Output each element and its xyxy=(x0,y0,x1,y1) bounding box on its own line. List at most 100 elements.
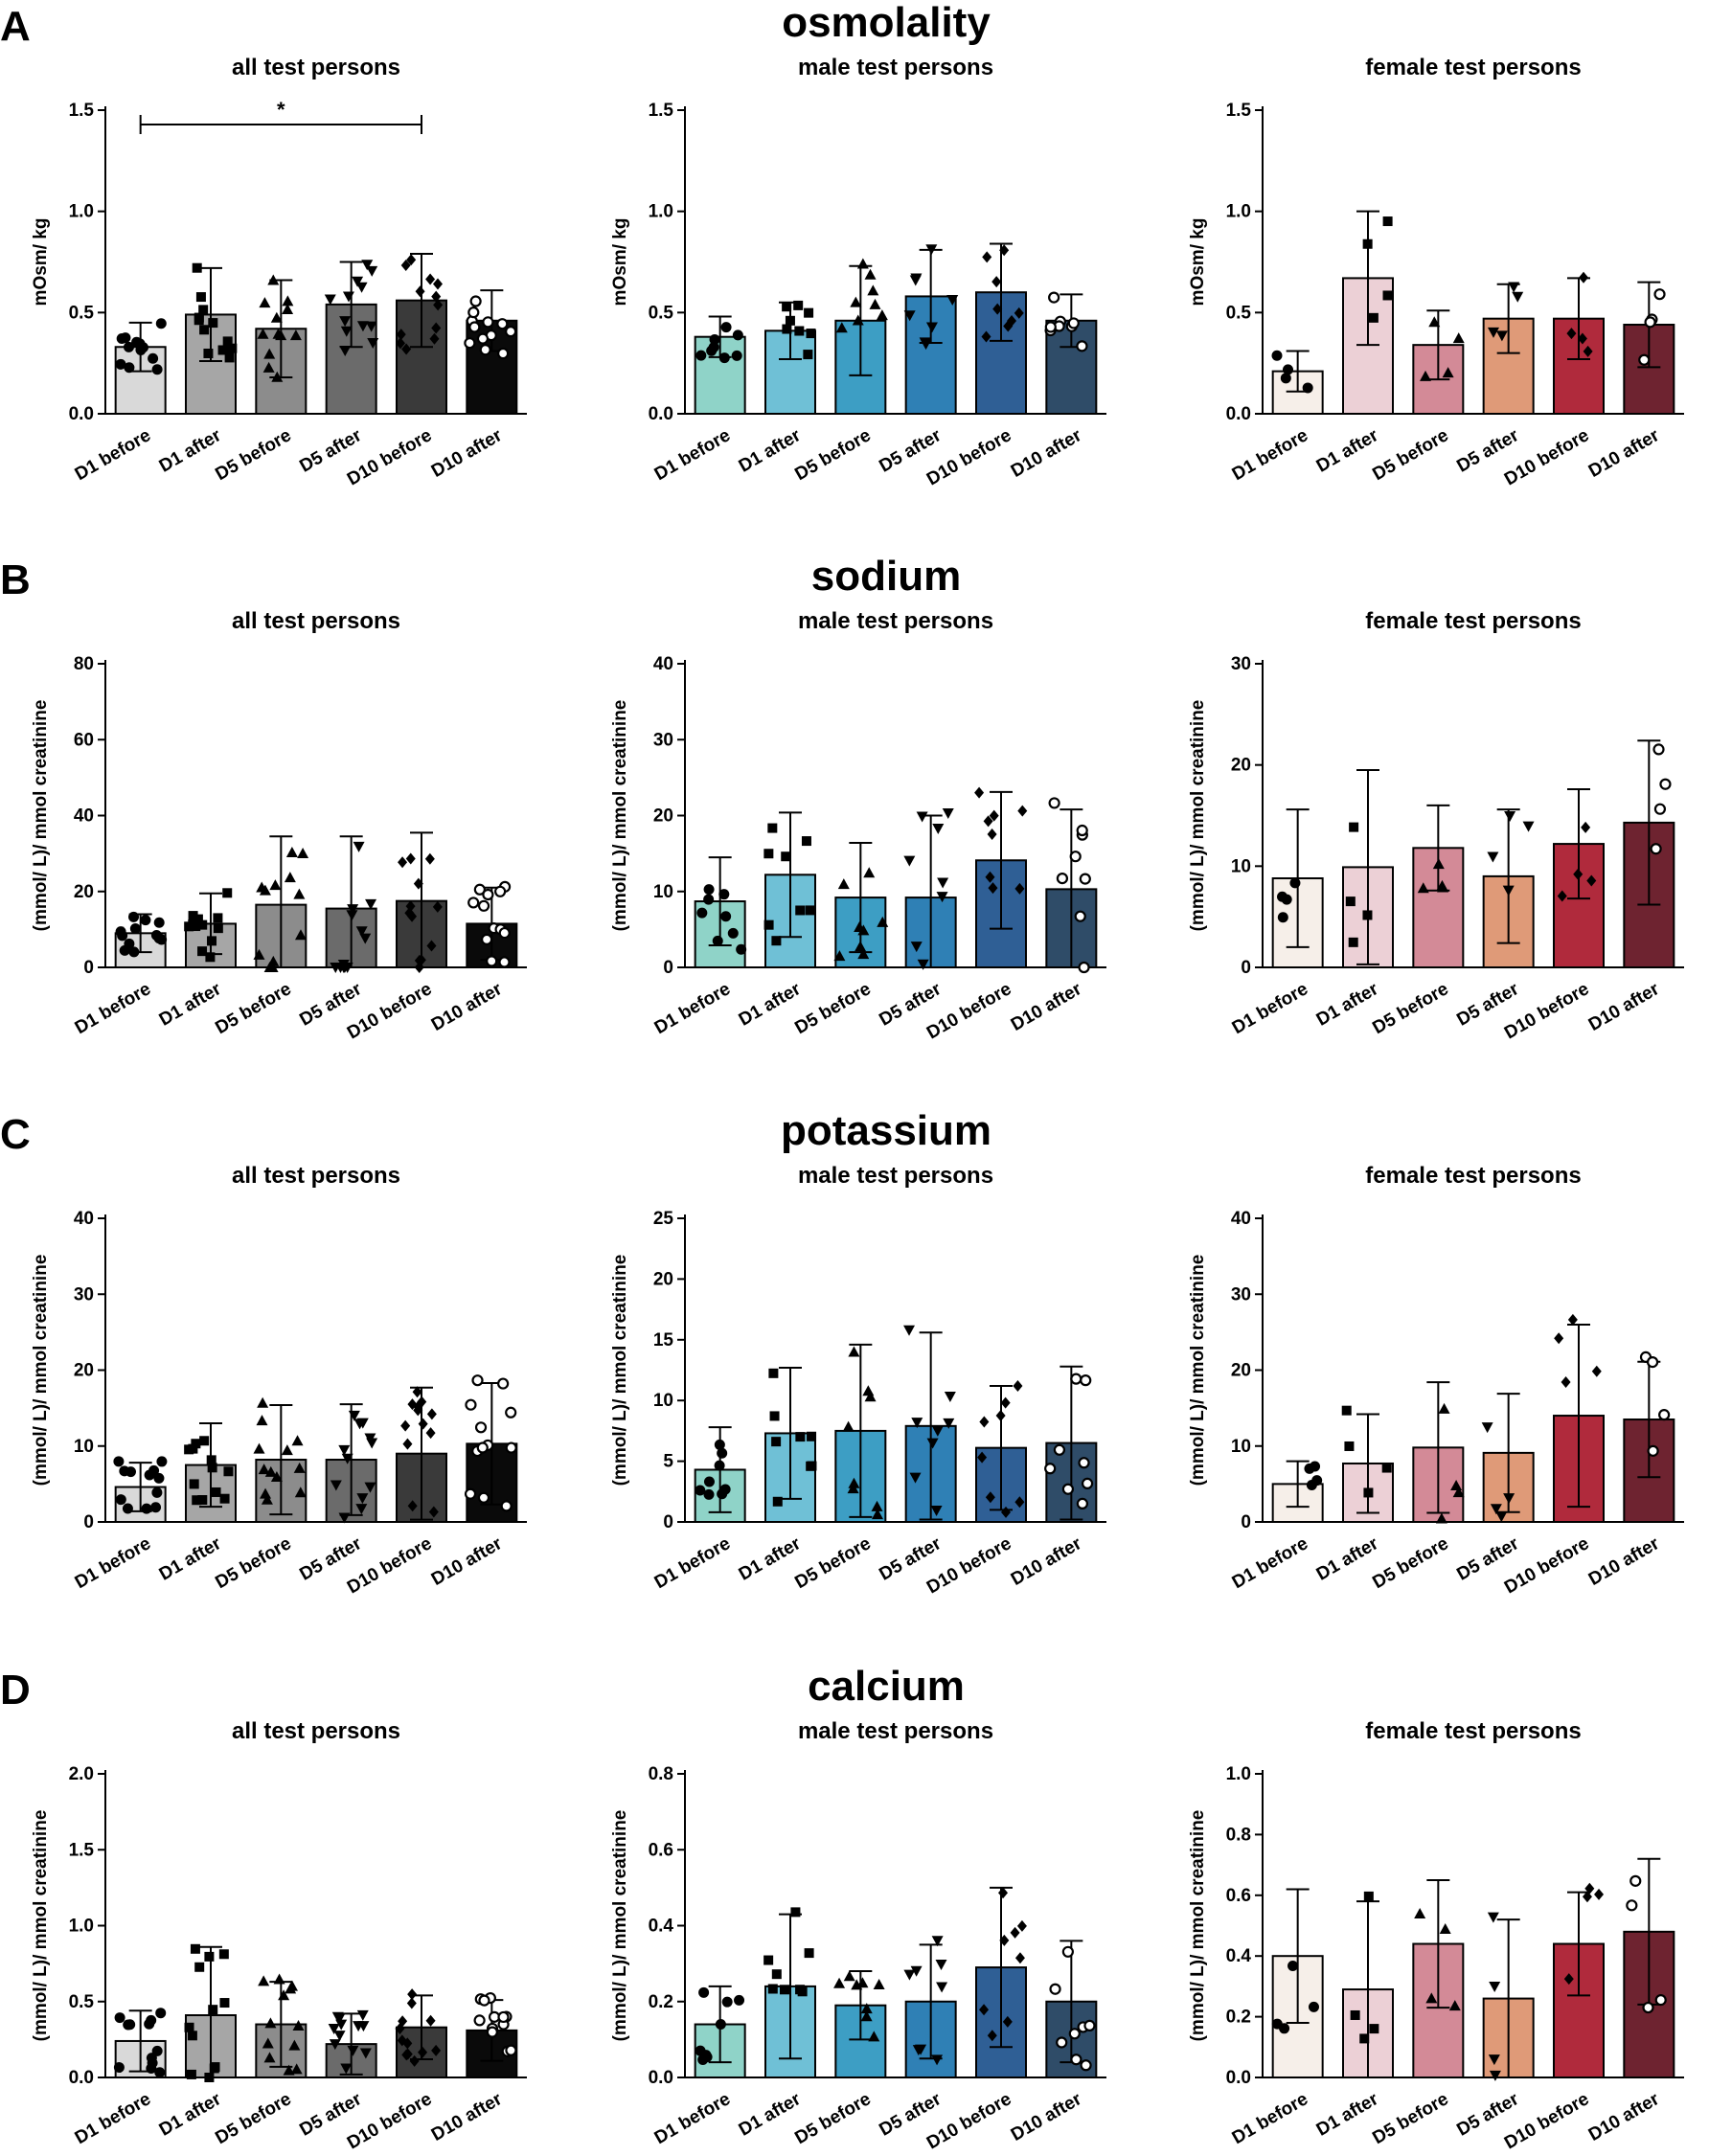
data-point xyxy=(873,1979,885,1990)
bar xyxy=(764,329,816,415)
data-point xyxy=(850,296,862,307)
bar-group: D1 after xyxy=(736,300,816,477)
data-point xyxy=(497,1377,510,1390)
y-tick-label: 20 xyxy=(74,1361,94,1381)
data-point xyxy=(1502,885,1515,896)
data-point xyxy=(1007,315,1017,328)
x-tick-label: D1 before xyxy=(72,425,154,485)
y-tick-label: 20 xyxy=(1231,1361,1251,1381)
data-point xyxy=(124,938,135,949)
data-point xyxy=(1281,894,1292,905)
subplot-all: all test persons mOsm/ kg 0.0 0.5 1.0 1.5 D1 b… xyxy=(31,55,527,489)
data-point xyxy=(1450,1480,1463,1491)
data-point xyxy=(856,258,869,269)
data-point xyxy=(364,1433,376,1444)
y-axis-label: (mmol/ L)/ mmol creatinine xyxy=(610,1810,630,2042)
data-point xyxy=(1653,288,1666,301)
data-point xyxy=(720,322,732,333)
data-point xyxy=(1083,2019,1096,2031)
bar-group: D1 before xyxy=(651,315,746,485)
data-point xyxy=(1076,1497,1089,1509)
subplot-all: all test persons (mmol/ L)/ mmol creatini… xyxy=(31,1718,527,2153)
data-point xyxy=(263,962,276,972)
data-point xyxy=(807,1461,817,1471)
data-point xyxy=(1452,332,1465,344)
data-point xyxy=(732,329,743,341)
subplot-female: female test persons (mmol/ L)/ mmol creat… xyxy=(1188,608,1684,1043)
data-point xyxy=(291,1435,304,1446)
x-tick-label: D1 before xyxy=(651,979,734,1038)
y-tick-label: 0.4 xyxy=(1226,1946,1252,1966)
y-axis-label: (mmol/ L)/ mmol creatinine xyxy=(31,700,51,932)
data-point xyxy=(946,294,959,306)
data-point xyxy=(476,1441,489,1454)
y-tick-label: 20 xyxy=(653,806,673,827)
data-point xyxy=(925,322,938,333)
data-point xyxy=(1302,382,1313,394)
bar-group: D1 after xyxy=(1313,210,1394,477)
data-point xyxy=(479,344,491,356)
data-point xyxy=(1489,1982,1501,1993)
x-tick-label: D10 after xyxy=(1008,1533,1085,1590)
data-point xyxy=(431,322,442,334)
data-point xyxy=(402,1438,413,1450)
data-point xyxy=(979,2004,990,2016)
subplot-title: all test persons xyxy=(232,55,400,80)
data-point xyxy=(115,358,126,370)
data-point xyxy=(398,856,408,869)
data-point xyxy=(1481,1422,1493,1434)
data-point xyxy=(1080,2059,1092,2072)
data-point xyxy=(703,894,715,905)
data-point xyxy=(987,828,997,840)
y-tick-label: 60 xyxy=(74,730,94,750)
data-point xyxy=(206,1455,216,1465)
data-point xyxy=(767,823,778,833)
data-point xyxy=(1432,858,1445,870)
data-point xyxy=(1078,1457,1090,1469)
data-point xyxy=(1658,1409,1671,1421)
data-point xyxy=(863,867,876,878)
data-point xyxy=(259,297,271,308)
data-point xyxy=(486,955,498,967)
data-point xyxy=(864,1391,877,1402)
subplot-female: female test persons (mmol/ L)/ mmol creat… xyxy=(1188,1163,1684,1598)
data-point xyxy=(223,1466,234,1477)
data-point xyxy=(857,948,870,960)
y-tick-label: 40 xyxy=(74,806,94,827)
data-point xyxy=(842,1420,854,1432)
x-tick-label: D1 before xyxy=(1229,2089,1311,2148)
bar xyxy=(1623,324,1675,415)
data-point xyxy=(401,343,412,355)
data-point xyxy=(353,1418,366,1430)
data-point xyxy=(204,1951,215,1962)
data-point xyxy=(213,923,223,934)
data-point xyxy=(1495,1511,1508,1523)
bar-group: D1 after xyxy=(156,262,238,477)
data-point xyxy=(353,841,365,852)
data-point xyxy=(477,1491,490,1504)
data-point xyxy=(494,885,507,897)
data-point xyxy=(763,1955,774,1965)
data-point xyxy=(795,905,806,916)
x-tick-label: D1 before xyxy=(1229,1533,1311,1593)
data-point xyxy=(721,1996,733,2008)
y-tick-label: 0.6 xyxy=(649,1840,673,1860)
data-point xyxy=(478,1994,490,2007)
data-point xyxy=(270,1471,283,1483)
subplot-title: female test persons xyxy=(1365,1718,1581,1744)
data-point xyxy=(769,1411,780,1421)
data-point xyxy=(931,1425,944,1437)
data-point xyxy=(835,322,848,333)
data-point xyxy=(1522,821,1535,832)
data-point xyxy=(782,324,792,334)
data-point xyxy=(999,244,1010,257)
data-point xyxy=(418,2046,428,2058)
data-point xyxy=(731,350,742,361)
y-tick-label: 0 xyxy=(663,1512,673,1532)
y-tick-label: 0 xyxy=(1241,958,1251,978)
bar-group: D5 after xyxy=(876,807,957,1031)
x-tick-label: D1 before xyxy=(72,1533,154,1593)
data-point xyxy=(1044,321,1057,333)
data-point xyxy=(194,312,204,323)
